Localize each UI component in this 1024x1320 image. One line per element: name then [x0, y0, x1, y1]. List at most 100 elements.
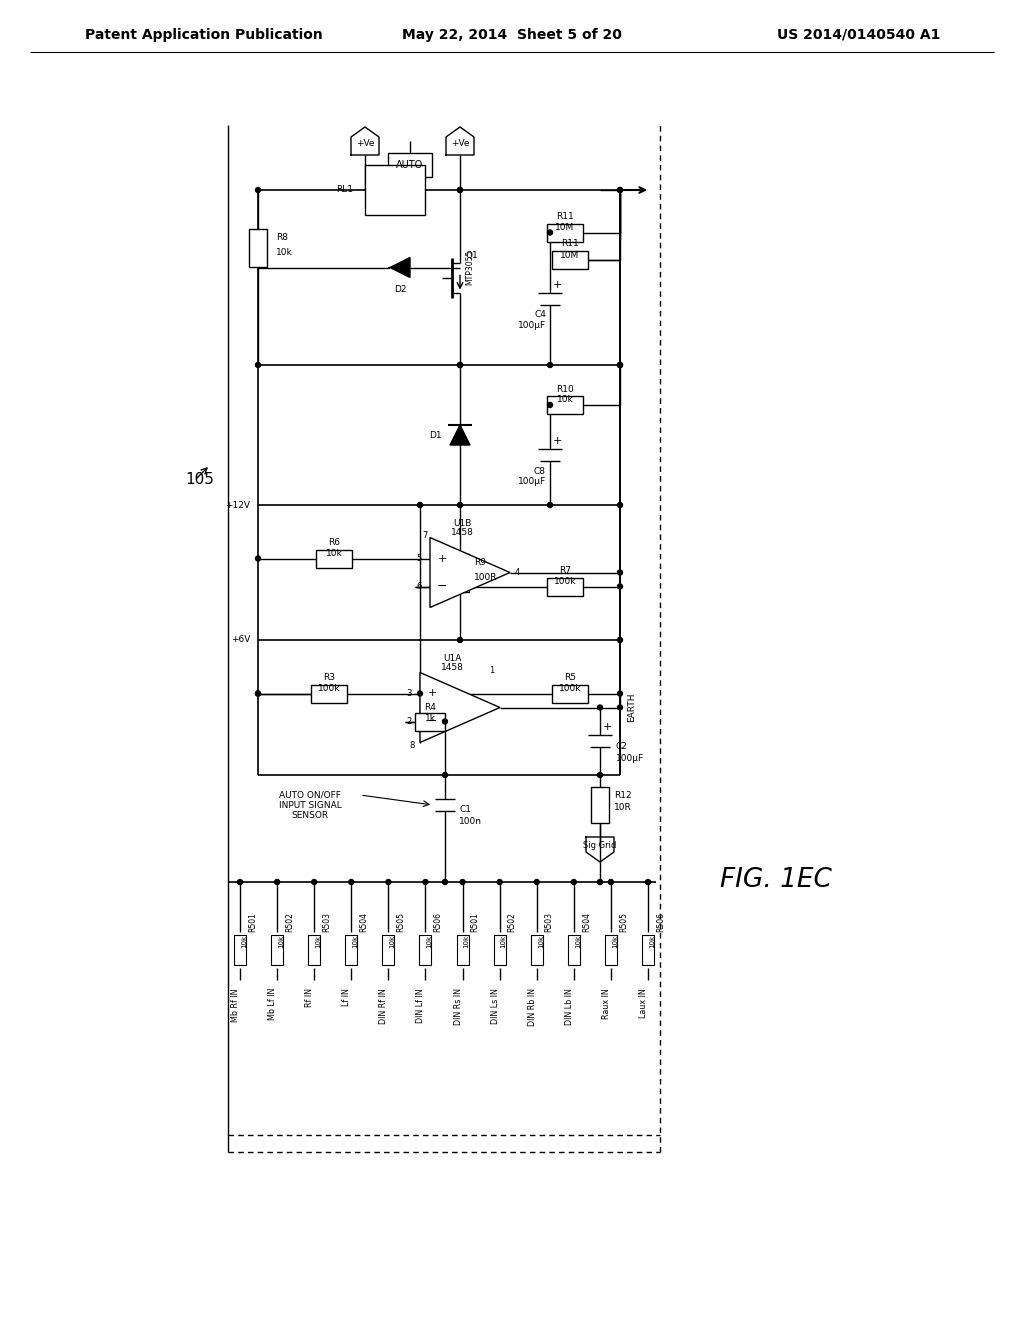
Circle shape	[256, 187, 260, 193]
Text: Laux IN: Laux IN	[639, 987, 648, 1018]
Circle shape	[617, 187, 623, 193]
Text: 100k: 100k	[317, 684, 340, 693]
Text: R5: R5	[564, 673, 575, 682]
Bar	[605, 935, 616, 965]
Circle shape	[256, 556, 260, 561]
Text: −: −	[437, 579, 447, 593]
Text: +Ve: +Ve	[451, 140, 469, 149]
Text: 6: 6	[417, 582, 422, 591]
Polygon shape	[430, 537, 510, 607]
Circle shape	[418, 690, 423, 696]
Text: 10k: 10k	[279, 935, 284, 948]
Text: 10k: 10k	[649, 935, 655, 948]
Text: DIN Lf IN: DIN Lf IN	[417, 987, 425, 1023]
Bar	[568, 935, 580, 965]
Text: C1: C1	[459, 805, 471, 814]
Text: R505: R505	[396, 912, 406, 932]
Bar	[642, 935, 654, 965]
Circle shape	[386, 879, 391, 884]
Text: R501: R501	[471, 912, 479, 932]
Text: 10k: 10k	[241, 935, 247, 948]
Text: R4: R4	[424, 704, 436, 711]
Text: 10k: 10k	[426, 935, 432, 948]
Circle shape	[548, 363, 553, 367]
Text: RL1: RL1	[336, 186, 353, 194]
Bar	[345, 935, 357, 965]
Circle shape	[617, 363, 623, 367]
Text: Mb Rf IN: Mb Rf IN	[231, 987, 240, 1022]
Circle shape	[617, 638, 623, 643]
Circle shape	[458, 363, 463, 367]
Text: R506: R506	[433, 912, 442, 932]
Text: R8: R8	[276, 234, 288, 242]
Circle shape	[256, 363, 260, 367]
Text: +: +	[437, 553, 446, 564]
Circle shape	[423, 879, 428, 884]
Text: DIN Lb IN: DIN Lb IN	[565, 987, 573, 1024]
Circle shape	[442, 719, 447, 723]
Text: 105: 105	[185, 473, 214, 487]
Text: 10k: 10k	[557, 396, 573, 404]
Circle shape	[418, 503, 423, 507]
Polygon shape	[450, 425, 470, 445]
Bar	[316, 549, 352, 568]
Text: Sig Grid: Sig Grid	[584, 841, 616, 850]
Text: 1458: 1458	[451, 528, 473, 537]
Circle shape	[548, 503, 553, 507]
Circle shape	[571, 879, 577, 884]
Circle shape	[458, 363, 463, 367]
Text: EARTH: EARTH	[628, 693, 637, 722]
Text: DIN Rb IN: DIN Rb IN	[527, 987, 537, 1026]
Text: R504: R504	[359, 912, 369, 932]
Text: 10k: 10k	[276, 248, 293, 257]
Text: −: −	[427, 715, 437, 729]
Text: R3: R3	[323, 673, 335, 682]
Circle shape	[535, 879, 540, 884]
Circle shape	[597, 879, 602, 884]
Circle shape	[617, 690, 623, 696]
Polygon shape	[420, 672, 500, 742]
Text: 100k: 100k	[559, 684, 582, 693]
Text: 10k: 10k	[352, 935, 358, 948]
Text: DIN Rs IN: DIN Rs IN	[454, 987, 463, 1026]
Text: Patent Application Publication: Patent Application Publication	[85, 28, 323, 42]
Polygon shape	[390, 257, 410, 277]
Text: R503: R503	[323, 912, 331, 932]
Circle shape	[617, 503, 623, 507]
Text: 4: 4	[515, 568, 520, 577]
Text: U1A: U1A	[442, 653, 461, 663]
Circle shape	[645, 879, 650, 884]
Circle shape	[548, 230, 553, 235]
Bar	[457, 935, 469, 965]
Circle shape	[548, 403, 553, 408]
Bar	[552, 685, 588, 702]
Text: U1B: U1B	[453, 519, 471, 528]
Text: DIN Ls IN: DIN Ls IN	[490, 987, 500, 1024]
Circle shape	[256, 690, 260, 696]
Bar	[591, 787, 609, 822]
Circle shape	[458, 638, 463, 643]
Circle shape	[617, 187, 623, 193]
Text: 10k: 10k	[315, 935, 322, 948]
Text: 10k: 10k	[389, 935, 395, 948]
Text: MTP3055: MTP3055	[465, 249, 474, 285]
Text: R504: R504	[582, 912, 591, 932]
Text: R11: R11	[561, 239, 579, 248]
Circle shape	[497, 879, 502, 884]
Text: R501: R501	[248, 912, 257, 932]
Text: 10k: 10k	[574, 935, 581, 948]
Circle shape	[597, 772, 602, 777]
Text: +: +	[553, 280, 562, 290]
Text: AUTO: AUTO	[396, 160, 424, 170]
Bar	[249, 228, 267, 267]
Circle shape	[256, 690, 260, 696]
Text: D2: D2	[394, 285, 407, 294]
Bar	[547, 223, 583, 242]
Text: 10M: 10M	[560, 251, 580, 260]
Text: R6: R6	[328, 539, 340, 546]
Text: May 22, 2014  Sheet 5 of 20: May 22, 2014 Sheet 5 of 20	[402, 28, 622, 42]
Text: Rf IN: Rf IN	[305, 987, 314, 1007]
Bar	[382, 935, 394, 965]
Circle shape	[597, 705, 602, 710]
Text: 10k: 10k	[464, 935, 470, 948]
